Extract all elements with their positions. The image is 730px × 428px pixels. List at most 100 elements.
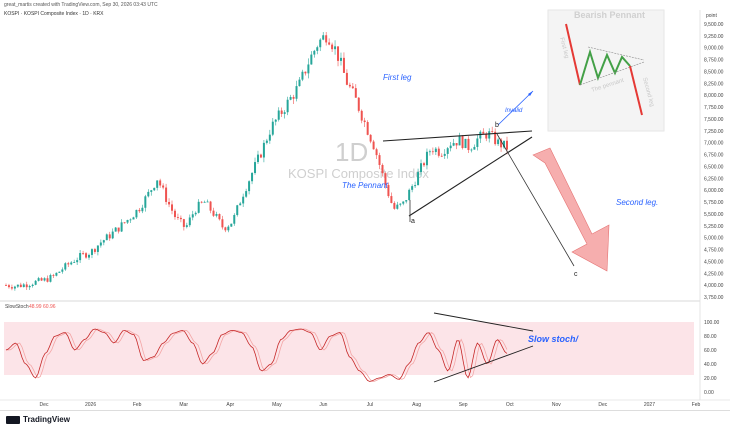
candle-body (156, 180, 159, 188)
candle-body (28, 285, 31, 288)
pennant-lower-line (408, 136, 533, 217)
osc-tick-label: 60.00 (704, 348, 717, 354)
candle-body (245, 191, 248, 197)
candle-body (301, 71, 304, 80)
candle-body (443, 153, 446, 156)
time-tick-label: Dec (598, 402, 607, 408)
candle-body (331, 44, 334, 50)
candle-body (354, 88, 357, 98)
candle-body (230, 223, 233, 227)
candle-body (408, 189, 411, 201)
candle-body (378, 155, 381, 165)
candle-body (334, 46, 337, 50)
price-tick-label: 8,500.00 (704, 69, 724, 75)
chart-canvas[interactable]: 1D KOSPI Composite Index First leg The P… (0, 0, 730, 410)
price-tick-label: 5,750.00 (704, 200, 724, 206)
candle-body (61, 269, 64, 272)
osc-d-value: 60.96 (43, 304, 56, 310)
first-leg-label: First leg (383, 73, 412, 82)
bearish-pennant-inset: Bearish Pennant First leg The pennant Se… (547, 9, 665, 132)
price-tick-label: 7,750.00 (704, 105, 724, 111)
candle-body (108, 234, 111, 239)
price-tick-label: 4,000.00 (704, 283, 724, 289)
price-tick-label: 5,250.00 (704, 224, 724, 230)
candle-body (431, 151, 434, 153)
candle-body (52, 275, 55, 276)
candle-body (369, 134, 372, 142)
time-tick-label: Nov (552, 402, 561, 408)
candle-body (179, 217, 182, 220)
candle-body (467, 138, 470, 151)
candle-body (473, 146, 476, 150)
price-tick-label: 5,500.00 (704, 212, 724, 218)
candle-body (381, 164, 384, 174)
candle-body (292, 96, 295, 99)
candle-body (256, 154, 259, 163)
candle-body (85, 253, 88, 258)
time-tick-label: May (272, 402, 282, 408)
candle-body (319, 39, 322, 48)
price-tick-label: 7,500.00 (704, 117, 724, 123)
candle-body (414, 185, 417, 187)
candle-body (328, 42, 331, 45)
stoch-d-line (6, 328, 508, 382)
candle-body (34, 280, 37, 285)
candle-body (440, 155, 443, 157)
candle-body (399, 203, 402, 205)
osc-label[interactable]: SlowStoch (5, 304, 29, 310)
tradingview-logo-icon (6, 415, 20, 424)
price-tick-label: 7,000.00 (704, 141, 724, 147)
candle-body (90, 249, 93, 255)
candle-body (176, 217, 179, 218)
candle-body (96, 245, 99, 252)
candle-body (446, 148, 449, 154)
tradingview-logo[interactable]: TradingView (6, 415, 70, 424)
candle-body (182, 219, 185, 227)
candle-body (251, 173, 254, 182)
inset-lower (579, 61, 645, 86)
price-tick-label: 8,000.00 (704, 93, 724, 99)
watermark-name: KOSPI Composite Index (288, 166, 429, 181)
candle-body (262, 142, 265, 158)
price-tick-label: 4,500.00 (704, 259, 724, 265)
candle-body (153, 187, 156, 191)
osc-axis[interactable]: 100.00 80.00 60.00 40.00 20.00 0.00 (704, 320, 720, 396)
candle-body (316, 47, 319, 51)
candle-body (82, 253, 85, 254)
candle-body (22, 284, 25, 288)
pennant-upper-line (382, 130, 533, 142)
candle-body (425, 151, 428, 166)
inset-first-leg-label: First leg (558, 37, 569, 59)
candle-body (218, 214, 221, 220)
price-tick-label: 7,250.00 (704, 129, 724, 135)
candle-body (470, 149, 473, 151)
candle-body (491, 131, 494, 133)
time-tick-label: Apr (226, 402, 234, 408)
time-tick-label: Dec (40, 402, 49, 408)
price-tick-label: 6,500.00 (704, 164, 724, 170)
candle-body (503, 140, 506, 148)
candle-body (191, 214, 194, 218)
candle-body (274, 119, 277, 122)
candle-body (215, 214, 218, 216)
candle-body (67, 263, 70, 265)
price-tick-label: 9,000.00 (704, 46, 724, 52)
candle-body (221, 219, 224, 228)
invalid-arrow (497, 90, 534, 126)
candle-body (117, 227, 120, 232)
price-tick-label: 3,750.00 (704, 295, 724, 301)
price-tick-label: 8,750.00 (704, 58, 724, 64)
candle-body (40, 278, 43, 281)
price-axis[interactable]: 9,500.00 9,250.00 9,000.00 8,750.00 8,500.00… (704, 22, 724, 301)
second-leg-label: Second leg. (616, 198, 658, 207)
invalid-arrowhead (528, 91, 533, 96)
candle-body (76, 260, 79, 263)
candle-body (434, 148, 437, 152)
candle-body (485, 133, 488, 139)
time-axis[interactable]: Dec 2026 Feb Mar Apr May Jun Jul Aug Sep Oct Nov Dec… (40, 402, 701, 408)
candle-body (506, 140, 508, 150)
candle-body (206, 201, 209, 203)
osc-tick-label: 40.00 (704, 362, 717, 368)
candle-body (168, 201, 171, 205)
symbol-info[interactable]: KOSPI · KOSPI Composite Index · 1D · KRX (4, 11, 104, 17)
